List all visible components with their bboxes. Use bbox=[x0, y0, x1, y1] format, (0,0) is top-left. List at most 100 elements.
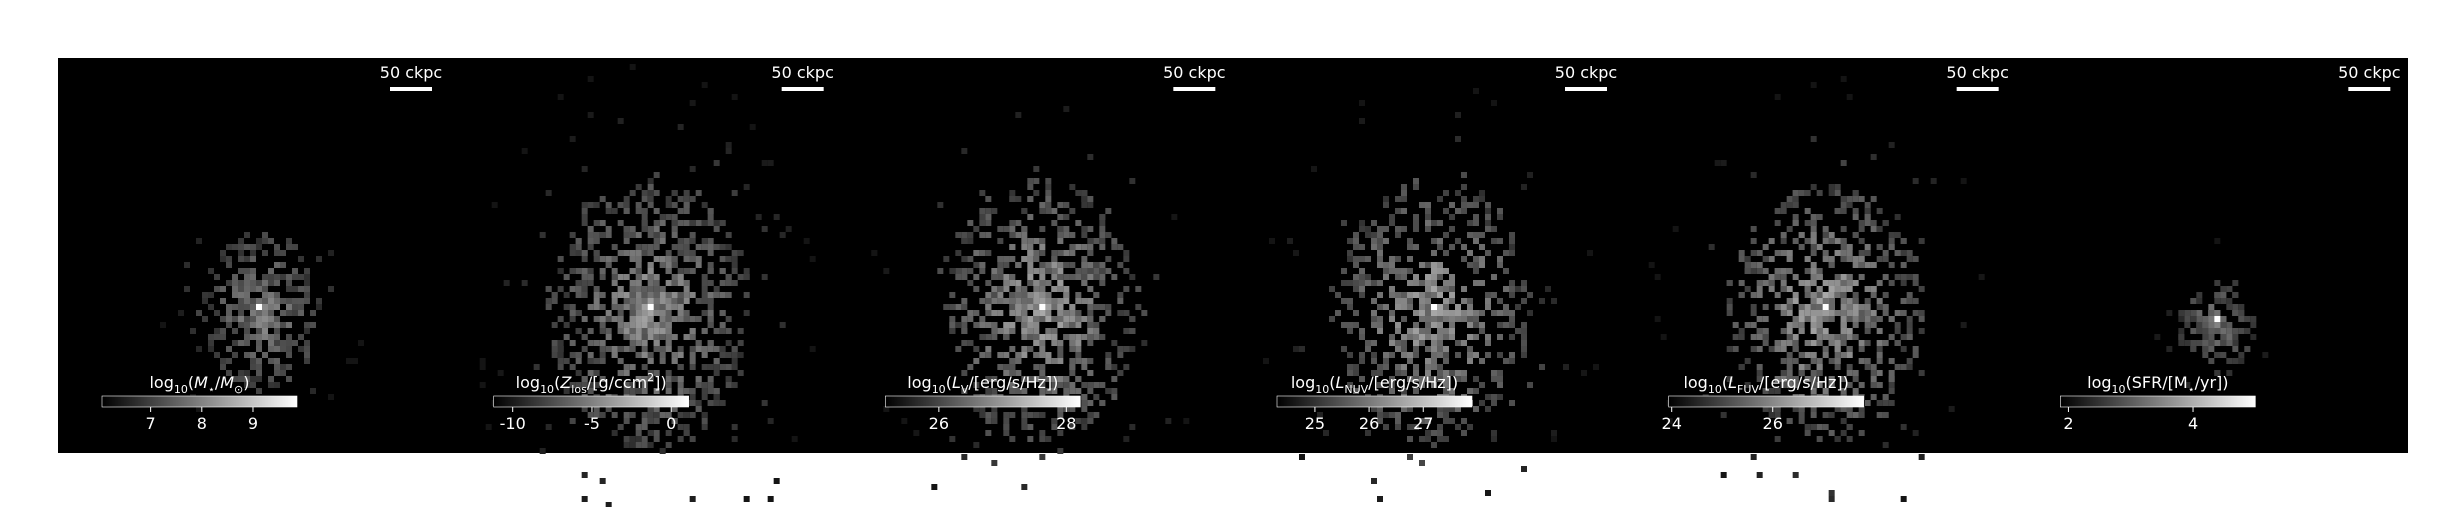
image-pixel bbox=[1509, 232, 1515, 238]
image-pixel bbox=[479, 382, 486, 388]
image-pixel bbox=[274, 358, 280, 364]
image-pixel bbox=[991, 418, 998, 424]
image-pixel bbox=[1804, 352, 1811, 358]
image-pixel bbox=[1852, 256, 1859, 262]
image-pixel bbox=[1491, 430, 1497, 436]
image-pixel bbox=[2208, 328, 2215, 334]
image-pixel bbox=[575, 244, 582, 250]
image-pixel bbox=[1876, 400, 1883, 406]
image-pixel bbox=[1587, 250, 1593, 256]
image-pixel bbox=[677, 346, 684, 352]
image-pixel bbox=[1503, 250, 1509, 256]
image-pixel bbox=[1816, 370, 1823, 376]
image-pixel bbox=[1846, 424, 1853, 430]
image-pixel bbox=[1003, 226, 1010, 232]
colorbar-label-part: ) bbox=[243, 373, 249, 392]
image-pixel bbox=[1888, 232, 1895, 238]
image-pixel bbox=[689, 250, 696, 256]
image-pixel bbox=[1479, 256, 1485, 262]
image-pixel bbox=[1894, 364, 1901, 370]
image-pixel bbox=[1075, 358, 1082, 364]
image-pixel bbox=[1365, 430, 1371, 436]
image-pixel bbox=[1461, 370, 1467, 376]
image-pixel bbox=[647, 274, 654, 280]
image-pixel bbox=[1033, 340, 1040, 346]
image-pixel bbox=[689, 496, 696, 502]
image-pixel bbox=[1105, 364, 1112, 370]
image-pixel bbox=[1906, 274, 1913, 280]
image-pixel bbox=[605, 256, 612, 262]
image-pixel bbox=[178, 310, 184, 316]
image-pixel bbox=[1822, 346, 1829, 352]
image-pixel bbox=[719, 400, 726, 406]
image-pixel bbox=[1473, 376, 1479, 382]
image-pixel bbox=[1081, 418, 1088, 424]
image-pixel bbox=[1804, 286, 1811, 292]
image-pixel bbox=[581, 166, 588, 172]
image-pixel bbox=[1431, 250, 1437, 256]
image-pixel bbox=[647, 244, 654, 250]
image-pixel bbox=[683, 286, 690, 292]
image-pixel bbox=[1858, 406, 1865, 412]
image-pixel bbox=[713, 370, 720, 376]
image-pixel bbox=[1840, 196, 1847, 202]
image-pixel bbox=[1117, 370, 1124, 376]
image-pixel bbox=[1810, 370, 1817, 376]
image-pixel bbox=[1762, 316, 1769, 322]
image-pixel bbox=[1756, 316, 1763, 322]
image-pixel bbox=[1822, 280, 1829, 286]
image-pixel bbox=[1347, 364, 1353, 370]
image-pixel bbox=[1093, 238, 1100, 244]
image-pixel bbox=[1503, 304, 1509, 310]
colorbar-label-part: L bbox=[1335, 373, 1344, 392]
image-pixel bbox=[707, 268, 714, 274]
image-pixel bbox=[1045, 262, 1052, 268]
image-pixel bbox=[1822, 316, 1829, 322]
image-pixel bbox=[1804, 364, 1811, 370]
image-pixel bbox=[575, 382, 582, 388]
image-pixel bbox=[1057, 232, 1064, 238]
image-pixel bbox=[1051, 268, 1058, 274]
image-pixel bbox=[1347, 322, 1353, 328]
image-pixel bbox=[599, 304, 606, 310]
image-pixel bbox=[985, 232, 992, 238]
image-pixel bbox=[2208, 334, 2215, 340]
image-pixel bbox=[1075, 376, 1082, 382]
image-pixel bbox=[617, 358, 624, 364]
image-pixel bbox=[238, 286, 244, 292]
image-pixel bbox=[1918, 238, 1925, 244]
image-pixel bbox=[1063, 334, 1070, 340]
image-pixel bbox=[1383, 226, 1389, 232]
image-pixel bbox=[1383, 424, 1389, 430]
image-pixel bbox=[659, 352, 666, 358]
colorbar-label-part: 10 bbox=[1315, 383, 1329, 396]
image-pixel bbox=[1377, 382, 1383, 388]
image-pixel bbox=[274, 244, 280, 250]
image-pixel bbox=[1804, 238, 1811, 244]
image-pixel bbox=[731, 424, 738, 430]
image-pixel bbox=[1882, 400, 1889, 406]
image-pixel bbox=[653, 226, 660, 232]
image-pixel bbox=[743, 310, 750, 316]
image-pixel bbox=[226, 262, 232, 268]
image-pixel bbox=[1497, 376, 1503, 382]
image-pixel bbox=[665, 322, 672, 328]
image-pixel bbox=[292, 298, 298, 304]
image-pixel bbox=[653, 346, 660, 352]
image-pixel bbox=[689, 328, 696, 334]
image-pixel bbox=[1804, 424, 1811, 430]
image-pixel bbox=[250, 268, 256, 274]
image-pixel bbox=[1377, 406, 1383, 412]
image-pixel bbox=[256, 310, 262, 316]
image-pixel bbox=[1051, 340, 1058, 346]
image-pixel bbox=[629, 304, 636, 310]
image-pixel bbox=[298, 334, 304, 340]
image-pixel bbox=[1816, 322, 1823, 328]
image-pixel bbox=[617, 202, 624, 208]
image-pixel bbox=[232, 340, 238, 346]
image-pixel bbox=[1431, 238, 1437, 244]
image-pixel bbox=[707, 364, 714, 370]
image-pixel bbox=[623, 208, 630, 214]
image-pixel bbox=[280, 250, 286, 256]
image-pixel bbox=[635, 322, 642, 328]
